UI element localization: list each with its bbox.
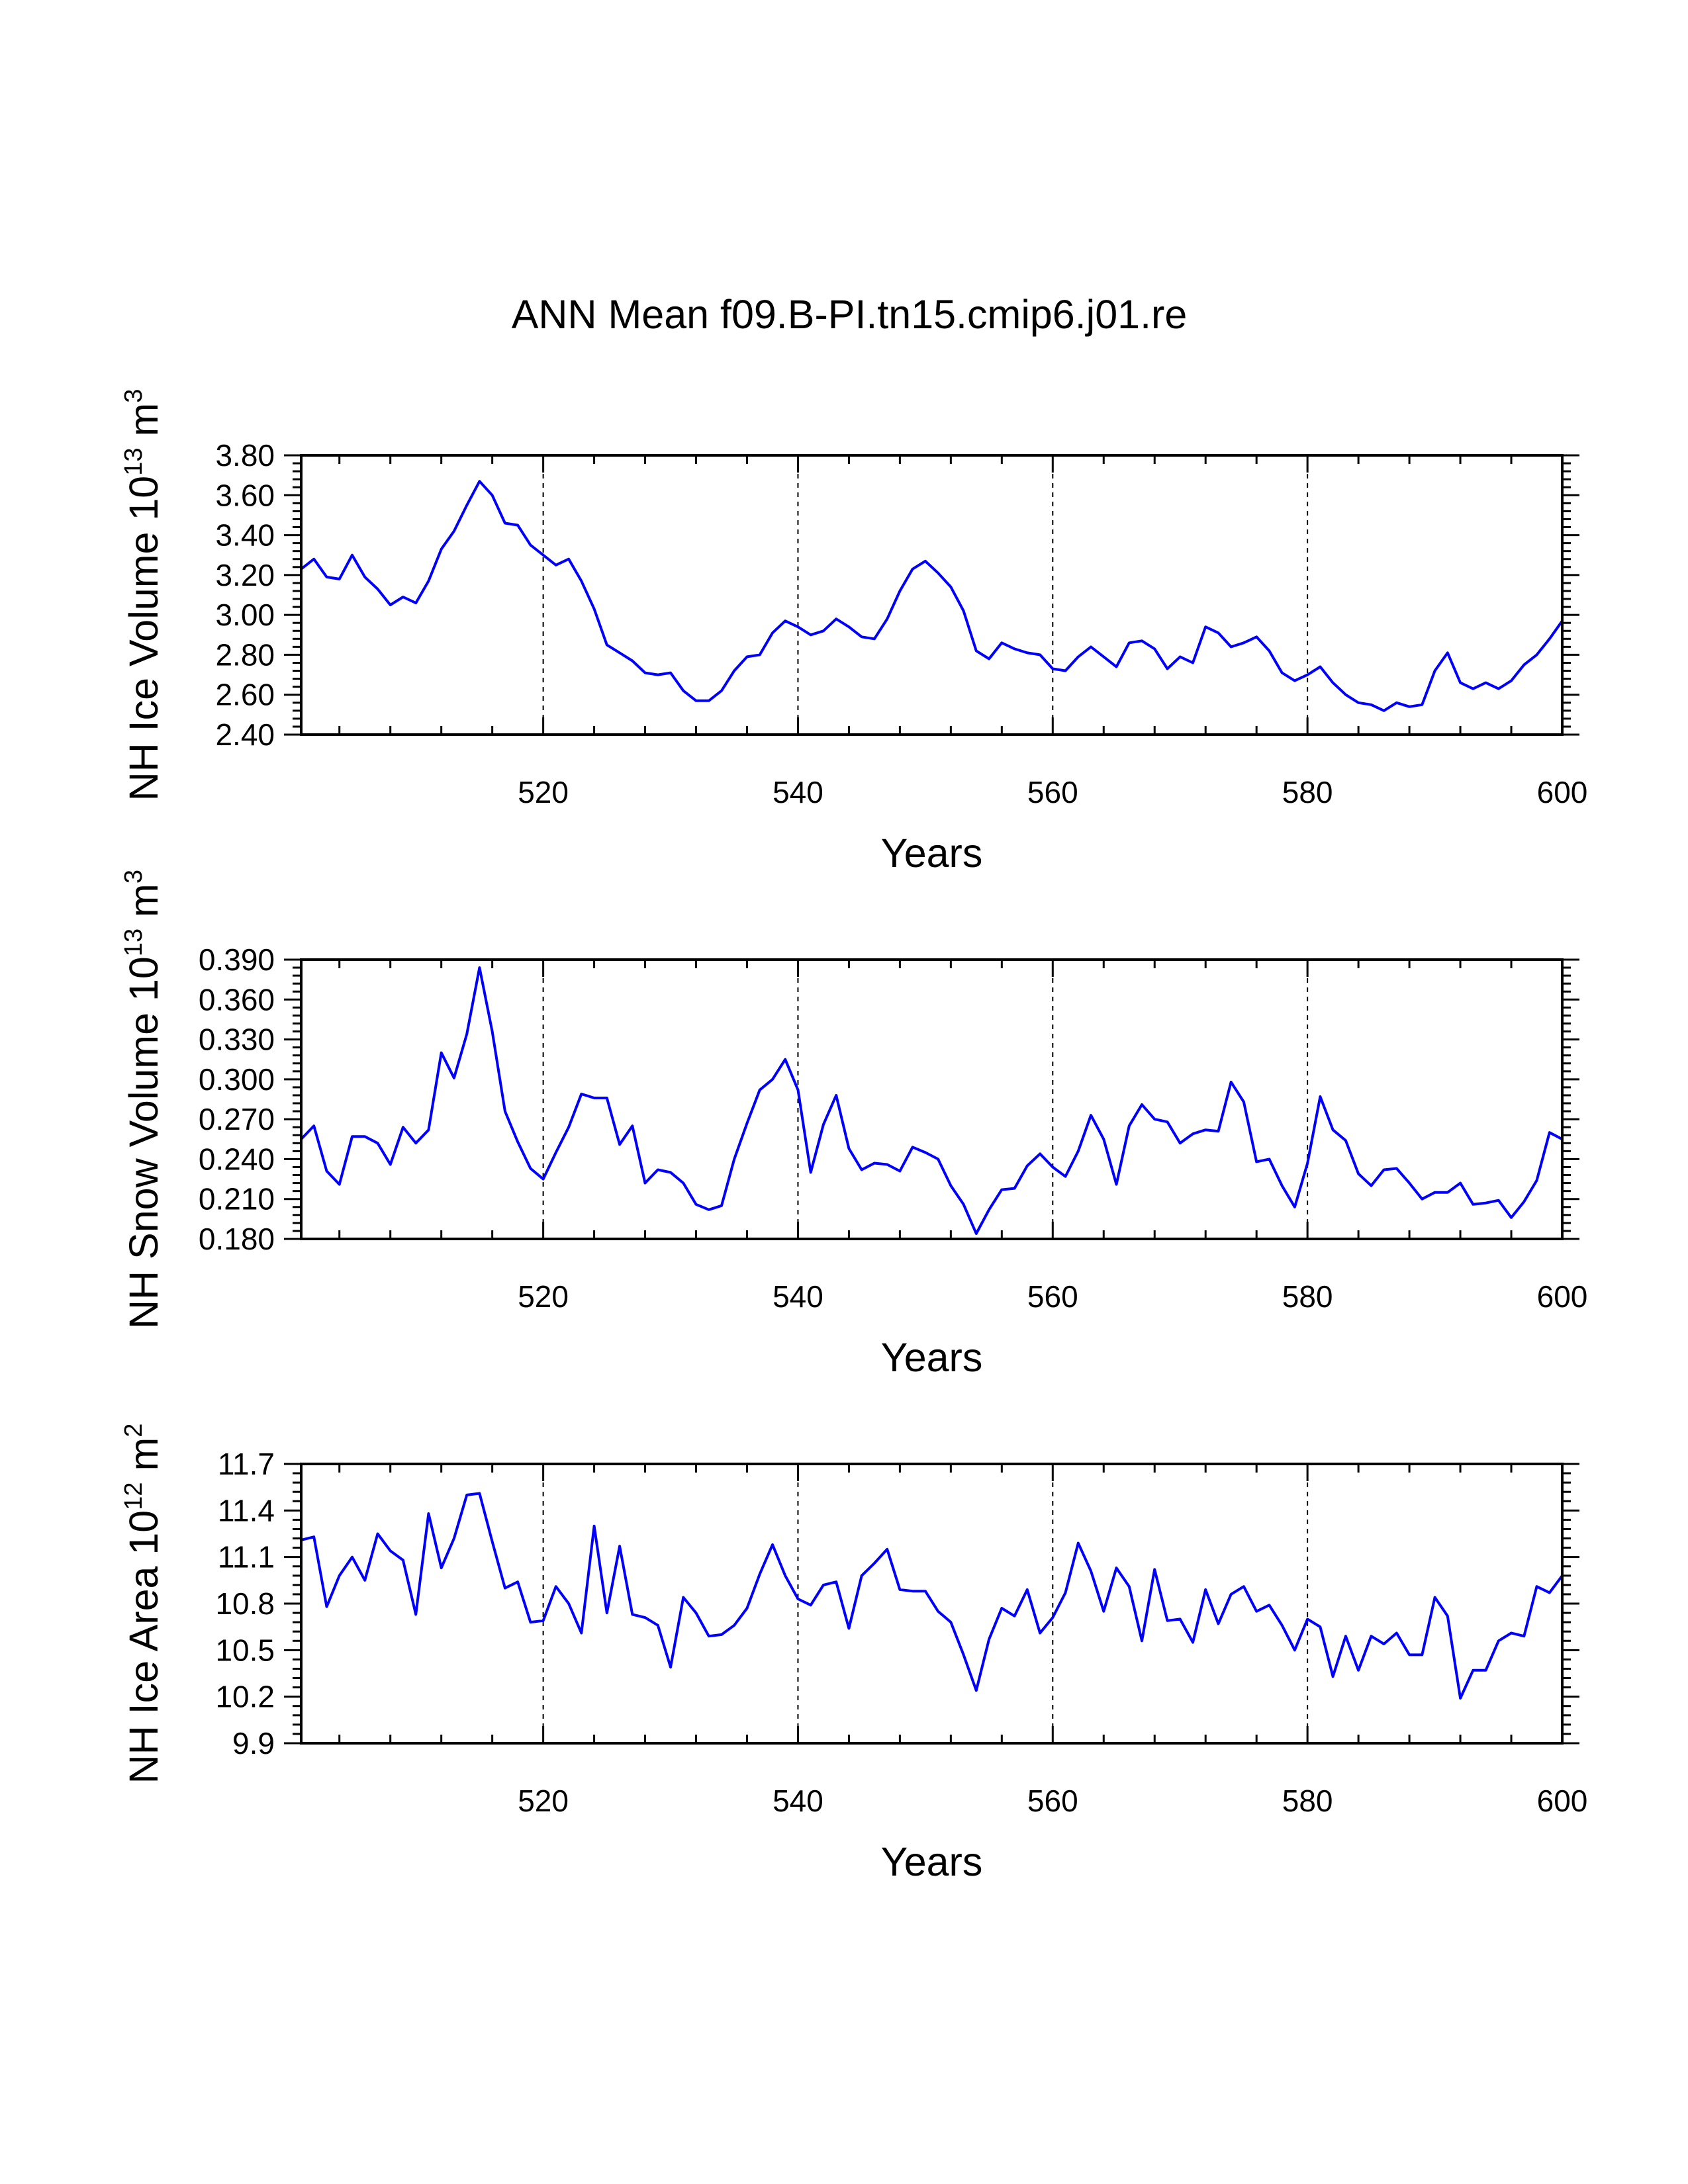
chart-panel-2: 520 540 560 580 600 0.180 0.210 0.240 0.270 0.300… — [120, 870, 1587, 1380]
chart-panels: 520 540 560 580 600 2.40 2.60 2.80 3.00 3.20 3.40 3… — [120, 389, 1587, 1884]
plot-frame — [300, 454, 1564, 736]
y-tick-label: 10.5 — [215, 1633, 275, 1667]
x-tick-label: 520 — [518, 1279, 569, 1314]
y-tick-label: 10.2 — [215, 1680, 275, 1714]
x-tick-label: 600 — [1537, 775, 1588, 809]
y-tick-label: 11.7 — [218, 1447, 275, 1481]
y-tick-label: 3.00 — [215, 598, 275, 632]
y-tick-label: 0.210 — [199, 1182, 275, 1216]
x-axis-label: Years — [881, 831, 983, 876]
x-tick-label: 540 — [773, 775, 823, 809]
x-tick-label: 520 — [518, 775, 569, 809]
chart-panel-1: 520 540 560 580 600 2.40 2.60 2.80 3.00 3.20 3.40 3… — [120, 389, 1587, 876]
x-tick-label: 600 — [1537, 1279, 1588, 1314]
y-tick-label: 0.270 — [199, 1102, 275, 1136]
y-tick-label: 2.40 — [215, 717, 275, 752]
series-line — [300, 966, 1563, 1235]
y-tick-label: 0.330 — [199, 1023, 275, 1057]
series-line — [301, 1492, 1564, 1700]
x-axis-label: Years — [881, 1335, 983, 1380]
y-tick-label: 11.1 — [218, 1540, 275, 1574]
y-tick-label: 3.60 — [215, 478, 275, 512]
y-tick-label: 9.9 — [232, 1726, 275, 1760]
x-tick-label: 580 — [1282, 775, 1333, 809]
y-axis-label: NH Ice Volume 1013 m3 — [120, 389, 166, 801]
chart-title: ANN Mean f09.B-PI.tn15.cmip6.j01.re — [512, 292, 1188, 337]
y-tick-label: 0.180 — [199, 1222, 275, 1256]
y-tick-label: 0.360 — [199, 982, 275, 1017]
x-tick-label: 600 — [1537, 1784, 1588, 1818]
x-tick-label: 540 — [773, 1279, 823, 1314]
y-tick-label: 2.80 — [215, 637, 275, 672]
y-axis-label: NH Snow Volume 1013 m3 — [120, 870, 166, 1329]
y-tick-label: 0.390 — [199, 942, 275, 977]
x-tick-label: 520 — [518, 1784, 569, 1818]
x-tick-label: 580 — [1282, 1784, 1333, 1818]
x-tick-label: 560 — [1027, 1784, 1078, 1818]
y-tick-label: 11.4 — [218, 1493, 275, 1527]
x-tick-label: 560 — [1027, 1279, 1078, 1314]
x-tick-label: 560 — [1027, 775, 1078, 809]
y-tick-label: 3.40 — [215, 518, 275, 553]
x-axis-label: Years — [881, 1839, 983, 1884]
y-tick-label: 2.60 — [215, 678, 275, 712]
y-tick-label: 3.20 — [215, 558, 275, 592]
y-tick-label: 10.8 — [215, 1586, 275, 1621]
x-tick-label: 580 — [1282, 1279, 1333, 1314]
y-tick-label: 0.240 — [199, 1142, 275, 1176]
chart-panel-3: 520 540 560 580 600 9.9 10.2 10.5 10.8 11.1 11.4 11… — [120, 1424, 1587, 1884]
y-tick-label: 3.80 — [215, 438, 275, 473]
plot-frame — [300, 958, 1564, 1240]
y-axis-label: NH Ice Area 1012 m2 — [120, 1424, 166, 1784]
y-tick-label: 0.300 — [199, 1062, 275, 1097]
x-tick-label: 540 — [773, 1784, 823, 1818]
series-line — [300, 480, 1564, 712]
